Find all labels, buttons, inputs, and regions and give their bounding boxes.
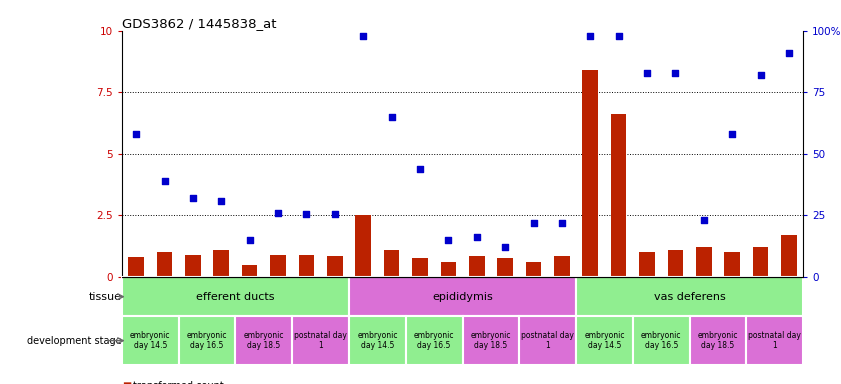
Point xyxy=(697,217,711,223)
Point xyxy=(214,197,228,204)
Point xyxy=(754,72,767,78)
Bar xyxy=(781,235,796,277)
Text: epididymis: epididymis xyxy=(432,292,493,302)
Bar xyxy=(156,252,172,277)
Text: ■: ■ xyxy=(122,381,131,384)
Text: development stage: development stage xyxy=(27,336,121,346)
Point xyxy=(243,237,257,243)
Bar xyxy=(185,255,201,277)
Point xyxy=(584,33,597,39)
Bar xyxy=(497,258,513,277)
Bar xyxy=(242,265,257,277)
Bar xyxy=(724,252,740,277)
Point xyxy=(357,33,370,39)
Text: embryonic
day 16.5: embryonic day 16.5 xyxy=(414,331,454,350)
Bar xyxy=(383,250,399,277)
Bar xyxy=(349,277,576,316)
Point xyxy=(470,234,484,240)
Point xyxy=(328,211,341,217)
Bar xyxy=(690,316,747,365)
Text: postnatal day
1: postnatal day 1 xyxy=(294,331,347,350)
Bar xyxy=(747,316,803,365)
Point xyxy=(669,70,682,76)
Point xyxy=(272,210,285,216)
Point xyxy=(612,33,626,39)
Text: embryonic
day 14.5: embryonic day 14.5 xyxy=(584,331,625,350)
Bar xyxy=(583,70,598,277)
Point xyxy=(299,211,313,217)
Bar xyxy=(293,316,349,365)
Point xyxy=(186,195,199,201)
Bar xyxy=(469,256,484,277)
Point xyxy=(782,50,796,56)
Bar xyxy=(639,252,655,277)
Bar xyxy=(122,277,349,316)
Bar xyxy=(668,250,683,277)
Bar xyxy=(753,247,769,277)
Point xyxy=(726,131,739,137)
Bar xyxy=(327,256,342,277)
Bar xyxy=(412,258,428,277)
Point xyxy=(555,220,569,226)
Text: tissue: tissue xyxy=(88,292,121,302)
Text: embryonic
day 18.5: embryonic day 18.5 xyxy=(244,331,284,350)
Bar xyxy=(576,316,633,365)
Text: vas deferens: vas deferens xyxy=(653,292,726,302)
Bar xyxy=(526,262,542,277)
Text: embryonic
day 18.5: embryonic day 18.5 xyxy=(698,331,738,350)
Text: postnatal day
1: postnatal day 1 xyxy=(748,331,801,350)
Text: embryonic
day 16.5: embryonic day 16.5 xyxy=(187,331,227,350)
Text: efferent ducts: efferent ducts xyxy=(196,292,275,302)
Text: GDS3862 / 1445838_at: GDS3862 / 1445838_at xyxy=(122,17,277,30)
Point xyxy=(158,178,172,184)
Bar xyxy=(611,114,627,277)
Point xyxy=(442,237,455,243)
Bar xyxy=(441,262,456,277)
Text: transformed count: transformed count xyxy=(133,381,224,384)
Text: embryonic
day 14.5: embryonic day 14.5 xyxy=(357,331,398,350)
Point xyxy=(640,70,653,76)
Point xyxy=(385,114,399,120)
Bar xyxy=(299,255,315,277)
Bar xyxy=(214,250,229,277)
Bar xyxy=(696,247,711,277)
Bar xyxy=(632,316,690,365)
Point xyxy=(526,220,540,226)
Point xyxy=(499,244,512,250)
Bar xyxy=(356,215,371,277)
Text: embryonic
day 18.5: embryonic day 18.5 xyxy=(471,331,511,350)
Bar xyxy=(235,316,293,365)
Bar xyxy=(463,316,519,365)
Text: embryonic
day 14.5: embryonic day 14.5 xyxy=(130,331,171,350)
Point xyxy=(130,131,143,137)
Bar xyxy=(122,316,178,365)
Bar xyxy=(270,255,286,277)
Bar xyxy=(349,316,405,365)
Bar xyxy=(554,256,569,277)
Text: embryonic
day 16.5: embryonic day 16.5 xyxy=(641,331,681,350)
Bar xyxy=(576,277,803,316)
Bar xyxy=(178,316,235,365)
Text: postnatal day
1: postnatal day 1 xyxy=(521,331,574,350)
Bar xyxy=(405,316,463,365)
Bar xyxy=(129,257,144,277)
Bar xyxy=(519,316,576,365)
Point xyxy=(413,166,426,172)
